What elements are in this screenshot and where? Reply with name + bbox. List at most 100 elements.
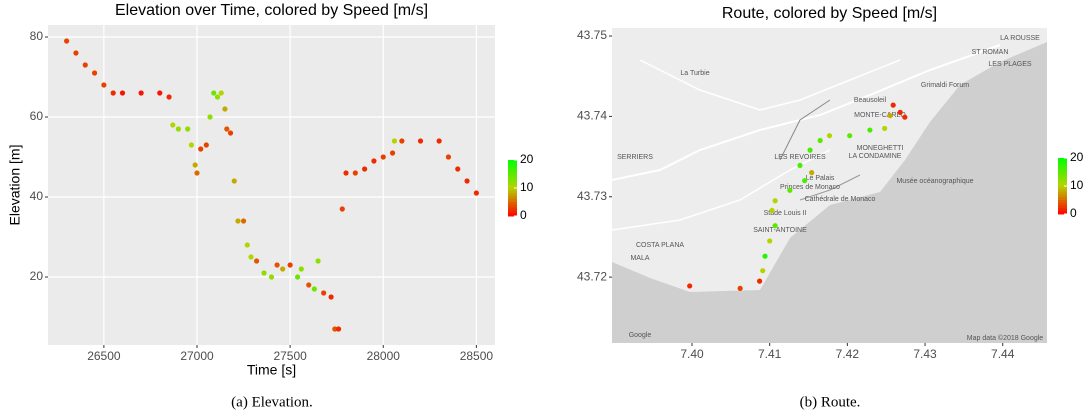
x-tick-label: 28500: [460, 349, 494, 363]
colorbar-segment: [1058, 205, 1067, 209]
point: [687, 283, 693, 289]
point: [847, 133, 853, 139]
point: [268, 274, 275, 280]
x-tick-label: 7.43: [913, 347, 937, 361]
colorbar-segment: [1058, 186, 1067, 190]
point: [194, 170, 200, 176]
point: [82, 62, 88, 68]
point: [203, 142, 209, 148]
point: [797, 162, 803, 169]
colorbar-segment: [1058, 194, 1067, 198]
point: [321, 290, 327, 296]
point: [138, 90, 144, 96]
map-label: MALA: [630, 255, 649, 262]
colorbar-segment: [1058, 211, 1067, 215]
map-label: LES REVOIRES: [774, 154, 826, 161]
point: [362, 166, 368, 172]
point: [769, 207, 775, 214]
x-tick-label: 28000: [367, 349, 401, 363]
point: [328, 294, 334, 300]
y-tick-label: 43.74: [577, 109, 607, 123]
point: [343, 170, 349, 176]
colorbar-label: 0: [520, 208, 527, 222]
point: [248, 254, 254, 260]
map-label: LA CONDAMINE: [849, 153, 902, 160]
point: [417, 138, 424, 144]
point: [157, 90, 163, 96]
x-tick-label: 27000: [180, 349, 214, 363]
colorbar-label: 10: [520, 180, 534, 194]
x-tick-label: 7.40: [680, 347, 704, 361]
point: [399, 138, 405, 144]
map-label: COSTA PLANA: [636, 242, 684, 249]
point: [235, 218, 241, 224]
point: [119, 90, 126, 96]
map-label: Stade Louis II: [764, 210, 807, 217]
point: [890, 102, 896, 108]
point: [185, 126, 191, 132]
map-label: LA ROUSSE: [1000, 35, 1040, 42]
map-label: MONTE-CARLO: [854, 112, 906, 119]
x-tick-label: 7.42: [836, 347, 860, 361]
caption: (b) Route.: [800, 394, 861, 410]
point: [170, 122, 176, 128]
point: [807, 147, 813, 153]
x-axis-label: Time [s]: [247, 362, 296, 378]
map-label: ST ROMAN: [972, 49, 1009, 56]
point: [897, 109, 903, 115]
point: [772, 223, 778, 229]
point: [473, 190, 479, 196]
colorbar-segment: [1058, 183, 1067, 187]
colorbar-segment: [1058, 200, 1067, 204]
point: [254, 258, 260, 264]
map-label: La Turbie: [680, 70, 709, 77]
y-tick-label: 43.73: [577, 189, 607, 203]
y-tick-label: 40: [30, 189, 44, 203]
colorbar-segment: [1058, 172, 1067, 176]
point: [224, 126, 230, 132]
colorbar-segment: [508, 182, 517, 186]
colorbar-segment: [508, 185, 517, 189]
map-label: Musée océanographique: [896, 178, 973, 185]
point: [214, 94, 221, 100]
point: [261, 270, 267, 276]
colorbar-segment: [508, 207, 517, 211]
point: [227, 130, 234, 136]
x-tick-label: 7.44: [991, 347, 1015, 361]
chart-title: Route, colored by Speed [m/s]: [722, 5, 937, 22]
point: [166, 94, 172, 100]
point: [91, 70, 98, 76]
colorbar-segment: [1058, 169, 1067, 173]
colorbar-label: 20: [520, 152, 534, 166]
colorbar-segment: [1058, 163, 1067, 167]
point: [101, 82, 107, 88]
colorbar-segment: [508, 199, 517, 203]
caption: (a) Elevation.: [231, 394, 313, 410]
map-label: Cathédrale de Monaco: [805, 196, 876, 203]
colorbar-segment: [508, 196, 517, 200]
colorbar-segment: [1058, 208, 1067, 212]
point: [737, 285, 743, 291]
point: [389, 150, 396, 156]
point: [332, 326, 338, 332]
y-tick-label: 20: [30, 269, 44, 283]
map-label: Grimaldi Forum: [921, 82, 969, 89]
point: [887, 112, 893, 119]
colorbar-segment: [508, 174, 517, 178]
point: [294, 274, 301, 280]
y-tick-label: 80: [30, 29, 44, 43]
point: [882, 125, 888, 132]
point: [311, 286, 317, 292]
map-background: [612, 28, 1047, 343]
colorbar-segment: [508, 190, 517, 195]
colorbar-segment: [508, 160, 517, 164]
colorbar-label: 10: [1070, 178, 1084, 192]
map-label: Princes de Monaco: [780, 184, 840, 191]
map-label: LES PLAGES: [988, 61, 1032, 68]
colorbar-segment: [1058, 158, 1067, 162]
colorbar-segment: [508, 168, 517, 172]
point: [772, 198, 778, 204]
colorbar-segment: [508, 165, 517, 169]
colorbar-segment: [508, 204, 517, 209]
colorbar-segment: [508, 188, 517, 192]
